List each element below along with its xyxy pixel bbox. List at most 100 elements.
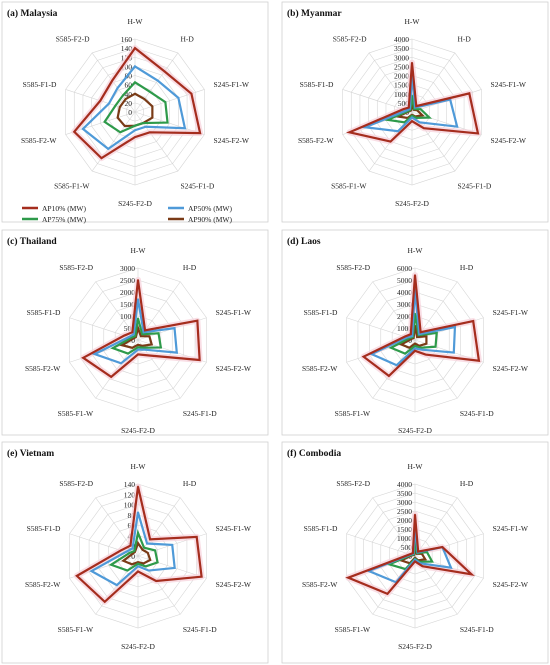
series-ap90-point xyxy=(118,106,121,108)
series-ap90-point xyxy=(141,344,144,347)
series-ap50-point xyxy=(421,348,423,351)
series-ap50-point xyxy=(137,565,139,568)
tick-label: 120 xyxy=(124,490,136,499)
series-ap50-point xyxy=(173,327,176,330)
radar-panel-3: (c) Thailand H-W H-D S245-F1-W S245-F2-W S245… xyxy=(1,229,269,436)
series-ap10-point xyxy=(137,485,139,488)
tick-label: 140 xyxy=(124,480,136,489)
tick-label: 500 xyxy=(401,543,413,552)
axis-label: S245-F2-W xyxy=(214,136,250,145)
series-ap10-point xyxy=(422,127,425,130)
series-ap90-point xyxy=(121,344,123,347)
series-ap50-point xyxy=(414,558,416,561)
axis-label: H-D xyxy=(457,34,471,43)
tick-label: 2000 xyxy=(397,516,412,525)
axis-spoke xyxy=(414,497,458,557)
series-ap75-point xyxy=(144,565,147,568)
series-ap50-point xyxy=(173,567,176,569)
series-ap75-point xyxy=(130,336,133,339)
series-ap50-point xyxy=(144,348,146,351)
tick-label: 1000 xyxy=(397,534,412,543)
series-ap50-point xyxy=(127,336,130,338)
series-ap10-point xyxy=(411,552,414,554)
axis-label: S245-F1-W xyxy=(216,524,252,533)
tick-label: 2500 xyxy=(397,507,412,516)
axis-label: S585-F2-W xyxy=(25,580,61,589)
series-ap10-point xyxy=(144,329,146,332)
tick-label: 0 xyxy=(131,552,135,561)
axis-label: S585-F2-D xyxy=(59,479,93,488)
series-ap10-point xyxy=(402,108,405,111)
tick-label: 4000 xyxy=(397,288,412,297)
series-ap75-point xyxy=(390,346,392,349)
axis-label: S245-F1-D xyxy=(457,182,491,191)
series-ap90-point xyxy=(408,346,411,349)
series-ap90-point xyxy=(122,559,125,562)
series-ap75-point xyxy=(404,352,407,355)
series-ap10-point xyxy=(129,544,132,547)
series-ap10-point xyxy=(414,349,416,352)
radar-panel-6: (f) Combodia H-W H-D S245-F1-W S245-F2-W S245… xyxy=(281,441,549,664)
legend-item-ap90: AP90% (MW) xyxy=(168,215,232,224)
axis-label: S585-F2-W xyxy=(298,136,334,145)
axis-label: S245-F1-W xyxy=(216,308,252,317)
series-ap50-point xyxy=(134,129,136,132)
series-ap10-point xyxy=(386,592,389,595)
series-ap75-point xyxy=(166,121,169,124)
tick-label: 3000 xyxy=(394,53,409,62)
series-ap50-point xyxy=(115,584,118,587)
series-ap90-point xyxy=(416,336,419,338)
axis-label: S245-F2-D xyxy=(395,199,429,208)
series-ap10-point xyxy=(131,331,134,334)
tick-label: 2500 xyxy=(120,276,135,285)
tick-label: 500 xyxy=(124,324,136,333)
series-ap90-point xyxy=(148,335,151,338)
axis-label: S585-F1-D xyxy=(27,308,61,317)
series-ap75-point xyxy=(134,81,136,84)
series-ap90-point xyxy=(141,548,144,551)
axis-label: S245-F2-D xyxy=(121,642,155,651)
tick-label: 3000 xyxy=(397,498,412,507)
axis-label: H-W xyxy=(405,17,421,26)
series-ap50-point xyxy=(137,348,139,351)
series-ap75-point xyxy=(134,124,136,127)
axis-label: H-D xyxy=(460,479,474,488)
tick-label: 6000 xyxy=(397,264,412,273)
series-ap10-point xyxy=(123,334,126,337)
legend-label: AP75% (MW) xyxy=(42,215,86,224)
legend-label: AP10% (MW) xyxy=(42,204,86,213)
series-ap10-point xyxy=(441,546,444,548)
series-ap75-point xyxy=(122,94,124,97)
series-ap10-point xyxy=(103,600,106,603)
series-ap10-point xyxy=(472,320,475,322)
legend-label: AP90% (MW) xyxy=(188,215,232,224)
series-ap10-point xyxy=(414,513,416,516)
tick-label: 60 xyxy=(125,81,133,90)
series-ap10-point xyxy=(163,70,166,73)
radar-panel-1: (a) Malaysia H-W H-D S245-F1-W S245-F2-W S245… xyxy=(1,1,269,223)
series-ap10-point xyxy=(134,47,136,50)
series-ap90-point xyxy=(139,335,142,338)
axis-label: S585-F1-D xyxy=(304,524,338,533)
axis-label: S585-F1-D xyxy=(304,308,338,317)
series-ap75-point xyxy=(141,333,144,336)
tick-label: 40 xyxy=(125,90,133,99)
series-ap50-point xyxy=(108,102,110,105)
series-ap50-point xyxy=(397,130,399,133)
axis-label: S585-F2-W xyxy=(21,136,57,145)
series-ap50-point xyxy=(454,326,456,328)
tick-label: 3000 xyxy=(120,264,135,273)
axis-label: S245-F1-W xyxy=(491,80,527,89)
axis-label: S245-F1-D xyxy=(460,409,494,418)
tick-label: 100 xyxy=(124,501,136,510)
series-ap50-point xyxy=(171,543,174,546)
tick-label: 160 xyxy=(121,35,133,44)
series-ap50-point xyxy=(418,121,421,124)
series-ap90-point xyxy=(151,105,154,108)
series-ap50-point xyxy=(147,569,150,572)
series-ap10-point xyxy=(421,565,424,568)
axis-label: S245-F1-W xyxy=(493,524,529,533)
legend-label: AP50% (MW) xyxy=(188,204,232,213)
series-ap10-point xyxy=(362,355,365,358)
series-ap75-point xyxy=(134,335,137,338)
